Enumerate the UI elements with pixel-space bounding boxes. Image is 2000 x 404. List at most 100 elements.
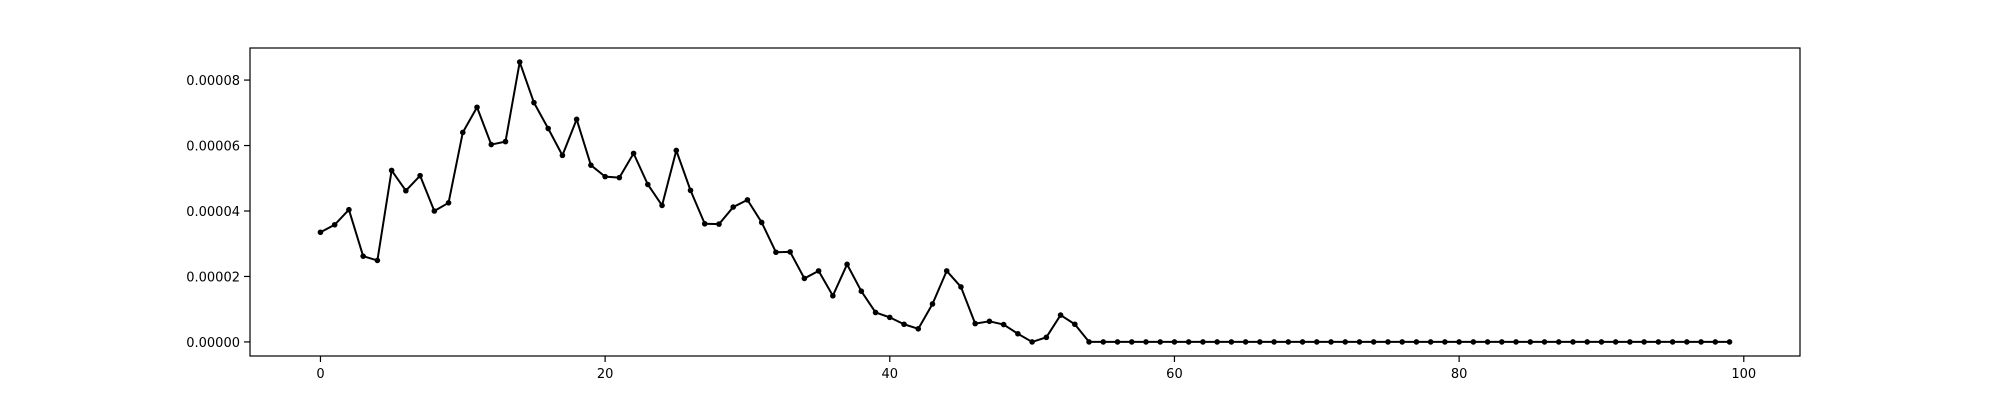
data-point bbox=[1072, 321, 1078, 328]
data-point bbox=[1669, 339, 1676, 345]
data-point bbox=[1328, 339, 1334, 345]
data-point bbox=[1499, 339, 1505, 345]
plot-area bbox=[250, 48, 1800, 356]
data-point bbox=[744, 197, 751, 203]
data-point bbox=[1171, 339, 1178, 345]
data-point bbox=[573, 116, 580, 123]
data-point bbox=[403, 187, 409, 194]
x-tick-label: 0 bbox=[316, 367, 324, 382]
data-point bbox=[1100, 339, 1107, 345]
data-point bbox=[1684, 339, 1690, 345]
data-point bbox=[1527, 339, 1534, 345]
data-point bbox=[1228, 339, 1235, 345]
data-point bbox=[872, 309, 879, 316]
y-tick-label: 0.00006 bbox=[186, 140, 240, 155]
data-point bbox=[388, 167, 395, 174]
data-point bbox=[1484, 339, 1491, 345]
data-point bbox=[673, 147, 680, 154]
x-axis: 0 20 40 60 80 100 bbox=[316, 356, 1756, 382]
data-point bbox=[1257, 339, 1263, 345]
data-point bbox=[659, 202, 665, 209]
data-point bbox=[502, 138, 509, 145]
data-point bbox=[844, 261, 850, 268]
data-points bbox=[317, 59, 1733, 345]
data-point bbox=[730, 204, 737, 210]
data-point bbox=[1726, 339, 1733, 345]
y-tick-label: 0.00008 bbox=[186, 74, 240, 89]
data-point bbox=[630, 150, 637, 157]
data-point bbox=[445, 200, 452, 206]
data-point bbox=[374, 257, 381, 264]
data-point bbox=[801, 275, 808, 282]
y-tick-label: 0.00002 bbox=[186, 270, 240, 285]
data-point bbox=[1000, 321, 1007, 328]
data-point bbox=[1128, 339, 1135, 345]
data-point bbox=[1057, 312, 1064, 318]
data-point bbox=[1214, 339, 1220, 345]
data-point bbox=[1200, 339, 1206, 345]
data-point bbox=[758, 219, 765, 226]
data-point bbox=[360, 253, 366, 259]
data-point bbox=[1356, 339, 1363, 345]
data-point bbox=[886, 314, 893, 321]
data-point bbox=[616, 174, 623, 181]
x-tick-label: 80 bbox=[1451, 367, 1468, 382]
data-point bbox=[1698, 339, 1704, 345]
data-point bbox=[1114, 339, 1121, 345]
x-tick-label: 20 bbox=[597, 367, 614, 382]
data-point bbox=[474, 104, 480, 111]
data-point bbox=[1712, 339, 1719, 345]
data-point bbox=[1385, 339, 1391, 345]
series-line bbox=[319, 61, 1730, 343]
data-point bbox=[716, 221, 722, 227]
data-point bbox=[972, 320, 978, 327]
data-point bbox=[317, 229, 324, 236]
y-tick-label: 0.00000 bbox=[186, 336, 240, 351]
data-point bbox=[773, 249, 779, 256]
data-point bbox=[1413, 339, 1420, 345]
data-point bbox=[1313, 339, 1320, 345]
data-point bbox=[331, 221, 338, 228]
data-point bbox=[943, 268, 950, 274]
x-tick-label: 100 bbox=[1731, 367, 1756, 382]
data-point bbox=[1612, 339, 1619, 345]
data-point bbox=[915, 326, 922, 332]
data-point bbox=[1584, 339, 1591, 345]
y-axis: 0.00000 0.00002 0.00004 0.00006 0.00008 bbox=[186, 74, 250, 351]
data-point bbox=[1627, 339, 1633, 345]
data-point bbox=[1570, 339, 1576, 345]
data-point bbox=[417, 172, 423, 179]
data-point bbox=[559, 152, 566, 159]
data-point bbox=[1242, 339, 1249, 345]
data-point bbox=[516, 59, 523, 65]
data-point bbox=[929, 301, 936, 307]
data-point bbox=[1470, 339, 1477, 345]
data-point bbox=[545, 125, 551, 132]
data-point bbox=[787, 249, 793, 255]
data-point bbox=[1598, 339, 1605, 345]
data-point bbox=[830, 292, 836, 299]
data-point bbox=[1143, 339, 1149, 345]
data-point bbox=[1157, 339, 1164, 345]
x-tick-label: 40 bbox=[882, 367, 899, 382]
data-point bbox=[1285, 339, 1292, 345]
data-point bbox=[1043, 334, 1050, 341]
data-point bbox=[986, 318, 993, 325]
plot-frame bbox=[249, 47, 1801, 357]
data-point bbox=[958, 284, 964, 290]
data-point bbox=[1029, 339, 1035, 345]
data-point bbox=[687, 187, 694, 194]
y-tick-label: 0.00004 bbox=[186, 205, 240, 220]
data-point bbox=[1299, 339, 1306, 345]
data-point bbox=[1015, 330, 1021, 337]
data-point bbox=[1342, 339, 1349, 345]
data-point bbox=[1541, 339, 1548, 345]
data-point bbox=[1370, 339, 1377, 345]
data-point bbox=[1456, 339, 1462, 345]
data-point bbox=[1271, 339, 1277, 345]
data-point bbox=[346, 206, 352, 213]
data-point bbox=[431, 208, 438, 214]
data-point bbox=[1555, 339, 1562, 345]
data-point bbox=[1399, 339, 1405, 345]
